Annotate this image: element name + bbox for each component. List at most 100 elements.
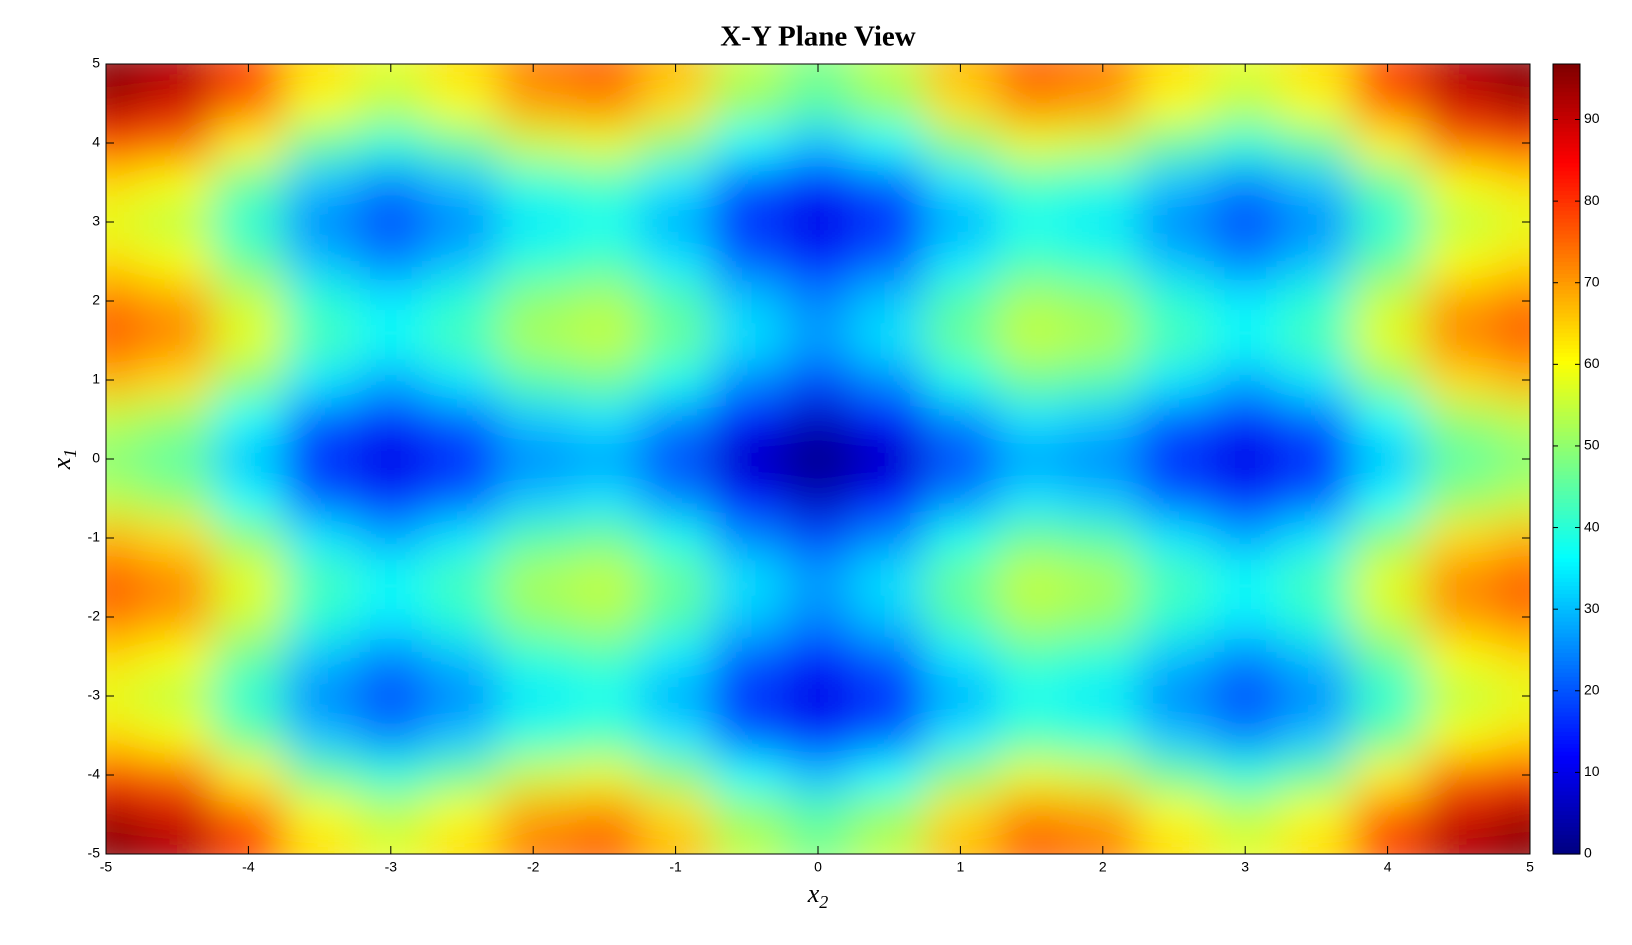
colorbar-swatch	[1553, 297, 1580, 302]
heat-cell	[284, 636, 356, 677]
heat-cell	[212, 320, 285, 361]
axes: -5 -4 -3 -2 -1 0 1 2 3 4 5-5-4-3-2-101234501020304…	[88, 55, 1600, 875]
colorbar-tick-label: 60	[1584, 355, 1600, 371]
heat-cell	[568, 360, 641, 401]
heat-cell	[924, 636, 997, 677]
heat-cell	[1067, 557, 1139, 598]
heat-cell	[1423, 281, 1495, 322]
colorbar-swatch	[1553, 131, 1580, 136]
heat-cell	[996, 202, 1068, 243]
colorbar-swatch	[1553, 486, 1580, 492]
heat-cell	[141, 478, 214, 519]
heat-cell	[355, 715, 427, 756]
heat-cell	[782, 162, 855, 203]
heat-cell	[1209, 202, 1282, 243]
heat-cell	[711, 755, 783, 796]
colorbar-swatch	[1553, 711, 1580, 717]
colorbar-swatch	[1553, 308, 1580, 314]
heat-cell	[426, 399, 499, 440]
colorbar-swatch	[1553, 344, 1580, 349]
heat-cell	[1423, 439, 1495, 480]
heat-cell	[711, 399, 783, 440]
heat-cell	[1494, 162, 1530, 203]
heat-cell	[1280, 399, 1353, 440]
heat-cell	[1209, 518, 1282, 559]
heat-cell	[355, 557, 427, 598]
colorbar-swatch	[1553, 771, 1580, 776]
heat-cell	[1423, 676, 1495, 717]
heat-cell	[426, 636, 499, 677]
colorbar-swatch	[1553, 170, 1580, 176]
heat-cell	[355, 123, 427, 164]
heat-cell	[497, 399, 570, 440]
colorbar-swatch	[1553, 146, 1580, 152]
colorbar-swatch	[1553, 455, 1580, 460]
heat-cell	[782, 518, 855, 559]
colorbar-swatch	[1553, 850, 1580, 855]
colorbar-swatch	[1553, 67, 1580, 73]
heat-cell	[355, 597, 427, 638]
heat-cell	[640, 281, 712, 322]
heat-cell	[1423, 162, 1495, 203]
heat-cell	[1352, 834, 1424, 854]
heat-cell	[1280, 123, 1353, 164]
colorbar-swatch	[1553, 514, 1580, 519]
colorbar-swatch	[1553, 601, 1580, 606]
colorbar-swatch	[1553, 71, 1580, 77]
colorbar-swatch	[1553, 830, 1580, 835]
heat-cell	[1494, 399, 1530, 440]
colorbar-swatch	[1553, 459, 1580, 464]
heat-cell	[640, 202, 712, 243]
heat-cell	[1280, 715, 1353, 756]
heat-cell	[106, 83, 143, 124]
heat-cell	[212, 676, 285, 717]
heat-cell	[782, 834, 855, 854]
colorbar-swatch	[1553, 320, 1580, 326]
y-tick-label: -3	[88, 687, 101, 703]
heat-cell	[284, 597, 356, 638]
heat-cell	[996, 320, 1068, 361]
colorbar-tick-label: 0	[1584, 845, 1592, 861]
colorbar-swatch	[1553, 498, 1580, 504]
heat-cell	[1209, 281, 1282, 322]
heat-cell	[1209, 439, 1282, 480]
colorbar-tick-label: 80	[1584, 192, 1600, 208]
colorbar-swatch	[1553, 703, 1580, 709]
heat-cell	[1067, 83, 1139, 124]
heat-cell	[782, 676, 855, 717]
heat-cell	[782, 755, 855, 796]
heat-cell	[711, 636, 783, 677]
heat-cell	[996, 64, 1068, 85]
heat-cell	[1138, 64, 1211, 85]
heat-cell	[996, 557, 1068, 598]
heat-cell	[212, 439, 285, 480]
colorbar-swatch	[1553, 541, 1580, 547]
heat-cell	[853, 320, 926, 361]
colorbar-swatch	[1553, 778, 1580, 784]
heat-cell	[141, 794, 214, 835]
heat-cell	[640, 597, 712, 638]
colorbar-swatch	[1553, 798, 1580, 804]
heat-cell	[711, 123, 783, 164]
colorbar-swatch	[1553, 107, 1580, 112]
colorbar-swatch	[1553, 636, 1580, 642]
colorbar-swatch	[1553, 557, 1580, 563]
heat-cell	[782, 478, 855, 519]
colorbar-swatch	[1553, 593, 1580, 598]
colorbar-swatch	[1553, 293, 1580, 298]
heat-cell	[1423, 202, 1495, 243]
colorbar-swatch	[1553, 802, 1580, 808]
heat-cell	[1138, 636, 1211, 677]
heat-cell	[1423, 241, 1495, 282]
colorbar-swatch	[1553, 399, 1580, 405]
heat-cell	[426, 478, 499, 519]
y-tick-label: 3	[92, 213, 100, 229]
heat-cell	[711, 478, 783, 519]
heat-cell	[1423, 399, 1495, 440]
heat-cell	[1352, 715, 1424, 756]
heat-cell	[426, 794, 499, 835]
heat-cell	[284, 83, 356, 124]
colorbar-swatch	[1553, 846, 1580, 851]
heat-cell	[1138, 123, 1211, 164]
heat-cell	[782, 320, 855, 361]
